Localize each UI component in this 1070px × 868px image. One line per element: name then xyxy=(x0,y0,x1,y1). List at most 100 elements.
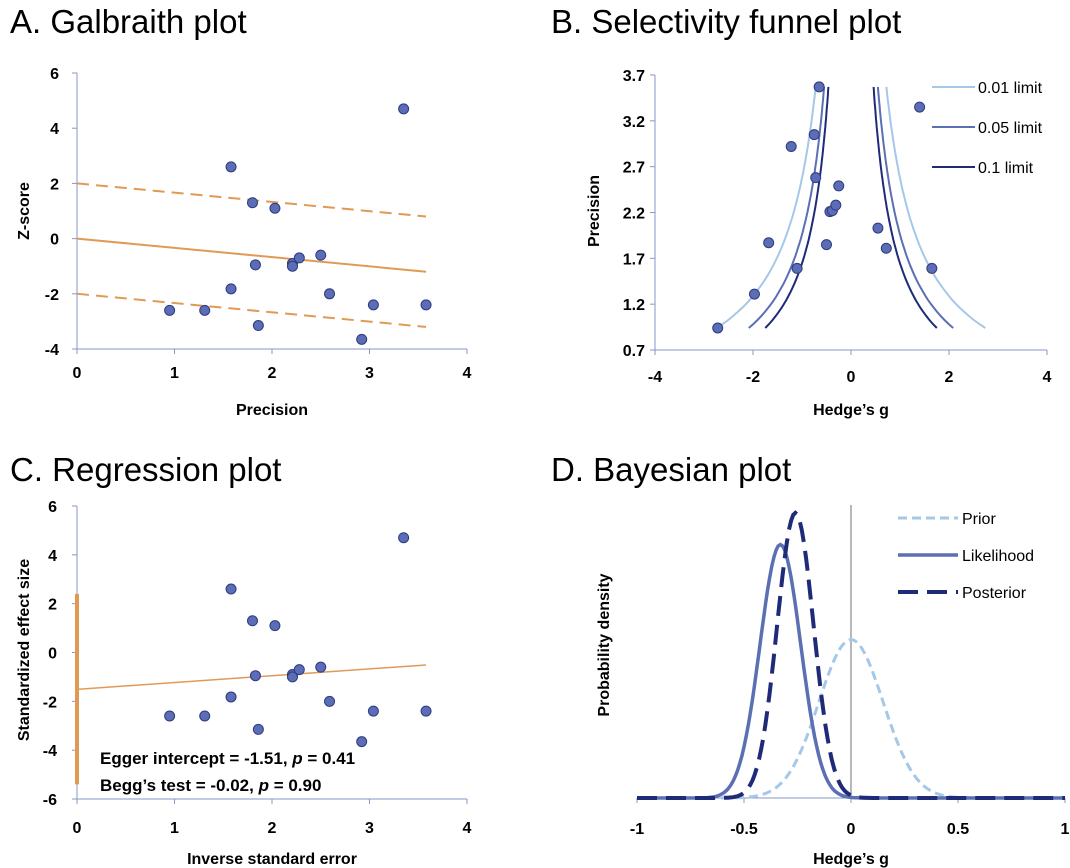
egger-annotation: Egger intercept = -1.51, p = 0.41 xyxy=(100,749,355,768)
panel-b-point xyxy=(926,262,938,274)
panel-c-point xyxy=(356,736,368,748)
panel-b-limit-curve xyxy=(748,86,826,329)
panel-b-x-tick-label: 2 xyxy=(945,369,954,386)
panel-a-xlabel: Precision xyxy=(236,402,308,419)
panel-a-point xyxy=(269,202,281,214)
panel-c-title: C. Regression plot xyxy=(10,451,281,488)
panel-b-x-tick-label: 4 xyxy=(1043,369,1052,386)
panel-c-y-tick-label: 0 xyxy=(48,646,57,663)
panel-a-limit-line xyxy=(76,292,427,328)
panel-c-point xyxy=(269,620,281,632)
panel-c-x-tick-label: 0 xyxy=(73,820,82,837)
panel-c-point xyxy=(293,664,305,676)
panel-b-point xyxy=(810,172,822,184)
panel-c-point xyxy=(398,532,410,544)
panel-c-x-tick-label: 4 xyxy=(463,820,472,837)
panel-c-point xyxy=(247,615,258,627)
panel-b-y-tick-label: 0.7 xyxy=(623,343,645,360)
panel-c-point xyxy=(252,723,264,735)
panel-a-x-tick-label: 0 xyxy=(73,365,82,382)
panel-a-x-tick-label: 2 xyxy=(268,365,277,382)
panel-a-x-tick-label: 1 xyxy=(170,365,179,382)
panel-a-y-tick-label: -4 xyxy=(45,342,59,359)
panel-c-point xyxy=(225,691,237,703)
panel-a-y-tick-label: -2 xyxy=(45,287,59,304)
panel-b-point xyxy=(914,101,926,113)
panel-b-y-tick-label: 3.7 xyxy=(623,68,645,85)
panel-b-y-tick-label: 1.7 xyxy=(623,251,645,268)
panel-b-legend-label: 0.05 limit xyxy=(978,120,1043,137)
panel-a-y-tick-label: 6 xyxy=(50,66,59,83)
panel-c-point xyxy=(249,670,261,682)
panel-b-y-tick-label: 2.2 xyxy=(623,206,645,223)
panel-b-legend-label: 0.1 limit xyxy=(978,160,1034,177)
panel-a-point xyxy=(293,252,305,264)
panel-a-point xyxy=(247,197,258,209)
panel-b-x-tick-label: 0 xyxy=(847,369,856,386)
panel-c-xlabel: Inverse standard error xyxy=(187,851,357,868)
panel-c-y-tick-label: -4 xyxy=(43,743,57,760)
panel-a-point xyxy=(199,304,211,316)
panel-b-x-tick-label: -2 xyxy=(746,369,760,386)
begg-annotation: Begg’s test = -0.02, p = 0.90 xyxy=(100,776,321,795)
panel-b-limit-curve xyxy=(876,86,954,329)
panel-b-point xyxy=(833,180,845,192)
panel-c-point xyxy=(324,695,336,707)
panel-a-regression-line xyxy=(76,237,427,273)
panel-b-x-tick-label: -4 xyxy=(648,369,662,386)
panel-a-y-tick-label: 0 xyxy=(50,232,59,249)
panel-d-posterior-curve xyxy=(637,510,1065,800)
panel-b-point xyxy=(748,288,760,300)
panel-a-point xyxy=(324,288,336,300)
panel-a-y-tick-label: 4 xyxy=(50,121,59,138)
panel-a-point xyxy=(356,333,368,345)
panel-a-x-tick-label: 3 xyxy=(365,365,374,382)
panel-d-x-tick-label: -0.5 xyxy=(730,821,758,838)
panel-b-limit-curve xyxy=(872,86,938,329)
panel-a-title: A. Galbraith plot xyxy=(10,3,247,40)
panel-c-x-tick-label: 1 xyxy=(170,820,179,837)
panel-c-point xyxy=(164,710,176,722)
panel-c-point xyxy=(315,661,327,673)
panel-b-point xyxy=(872,222,884,234)
panel-c-point xyxy=(420,705,432,717)
panel-b-point xyxy=(830,199,842,211)
panel-a-point xyxy=(249,259,261,271)
panel-c-y-tick-label: 6 xyxy=(48,499,57,516)
panel-b-point xyxy=(763,237,775,249)
panel-b-point xyxy=(791,262,803,274)
panel-a-point xyxy=(252,320,264,332)
panel-b-limit-curve xyxy=(716,86,817,329)
panel-b-point xyxy=(880,242,892,254)
panel-d-legend-label: Prior xyxy=(962,511,996,528)
panel-a-x-tick-label: 4 xyxy=(463,365,472,382)
panel-d-x-tick-label: 0 xyxy=(847,821,856,838)
panel-d-x-tick-label: 0.5 xyxy=(947,821,969,838)
panel-d-title: D. Bayesian plot xyxy=(551,451,791,488)
panel-a-point xyxy=(420,299,432,311)
panel-b-y-tick-label: 2.7 xyxy=(623,160,645,177)
panel-b-legend-label: 0.01 limit xyxy=(978,80,1043,97)
panel-c-point xyxy=(367,705,379,717)
panel-a-ylabel: Z-score xyxy=(16,182,33,240)
panel-b-point xyxy=(712,322,724,334)
panel-a-point xyxy=(225,161,237,173)
panel-b-limit-curve xyxy=(764,86,830,329)
panel-b-xlabel: Hedge’s g xyxy=(813,402,889,419)
panel-a-point xyxy=(367,299,379,311)
panel-c-y-tick-label: 2 xyxy=(48,597,57,614)
panel-b-y-tick-label: 1.2 xyxy=(623,297,645,314)
panel-b-point xyxy=(821,239,832,251)
panel-b-point xyxy=(808,129,820,141)
panel-c-y-tick-label: 4 xyxy=(48,548,57,565)
panel-b-ylabel: Precision xyxy=(586,175,603,247)
panel-d-legend-label: Posterior xyxy=(962,585,1027,602)
panel-a-point xyxy=(398,103,410,115)
panel-d-xlabel: Hedge’s g xyxy=(813,851,889,868)
panel-c-x-tick-label: 3 xyxy=(365,820,374,837)
panel-c-y-tick-label: -2 xyxy=(43,694,57,711)
panel-c-point xyxy=(286,671,298,683)
panel-a-point xyxy=(164,304,176,316)
panel-d-x-tick-label: 1 xyxy=(1061,821,1070,838)
